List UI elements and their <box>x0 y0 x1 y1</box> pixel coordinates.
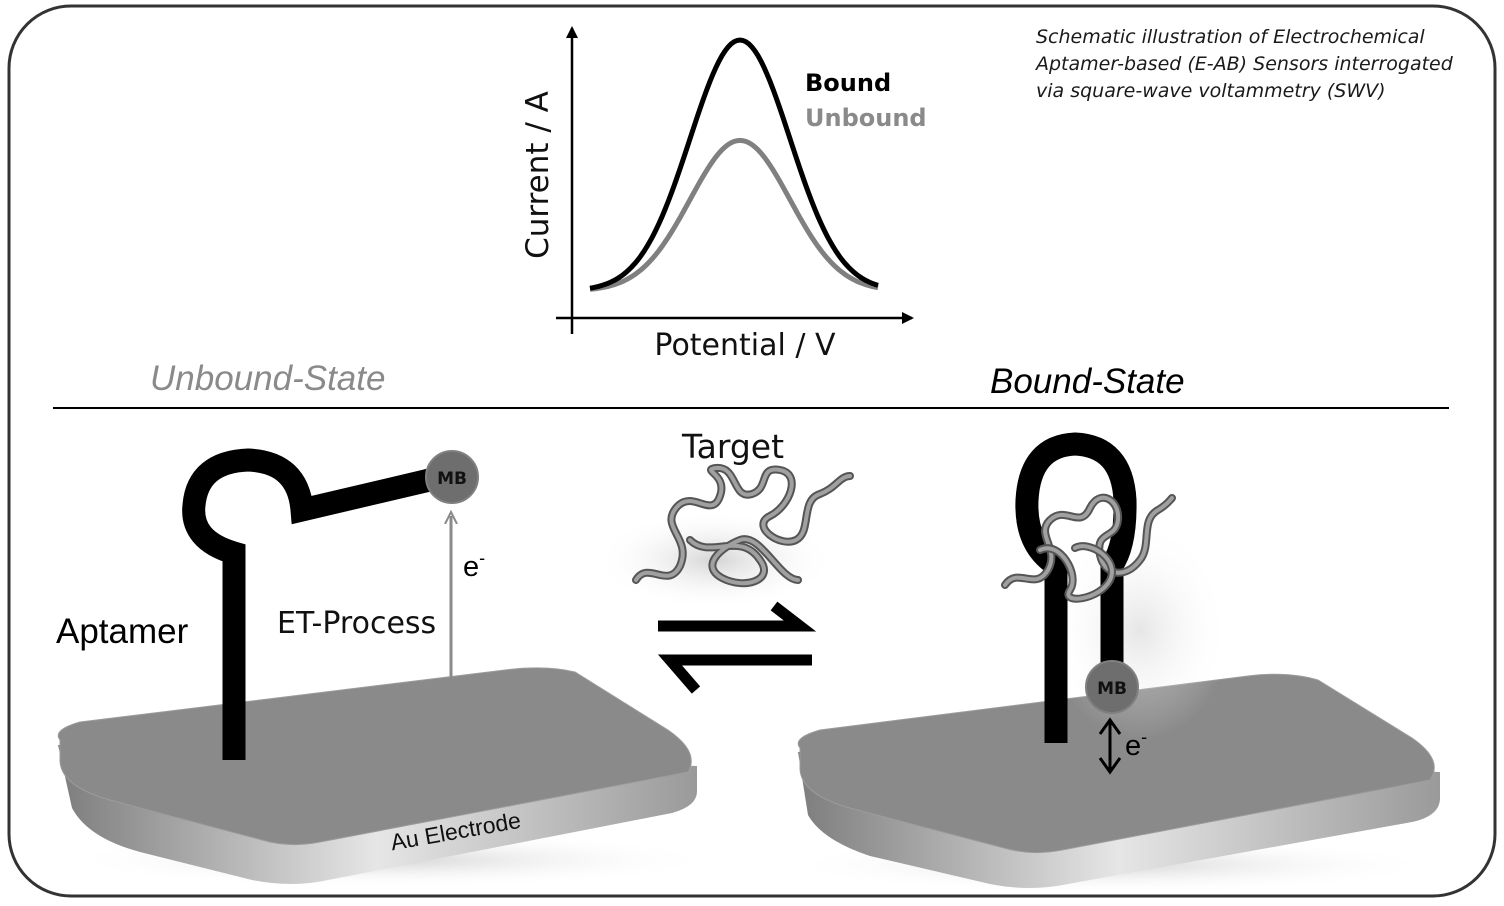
bound-aptamer <box>1015 432 1137 743</box>
curve-bound <box>589 37 879 291</box>
mb-tag-label-bound: MB <box>1097 679 1127 699</box>
target-molecule <box>595 464 854 610</box>
legend-unbound: Unbound <box>805 104 927 132</box>
double-arrow-electron-transfer <box>1098 717 1122 775</box>
legend-bound: Bound <box>805 69 891 97</box>
bound-state-title: Bound-State <box>990 362 1185 401</box>
figure-caption: Schematic illustration of Electrochemica… <box>1036 24 1476 105</box>
aptamer-label: Aptamer <box>56 612 189 651</box>
bound-mb-tag: MB <box>1085 660 1139 714</box>
mb-tag-label: MB <box>437 469 467 489</box>
caption-line-3: via square-wave voltammetry (SWV) <box>1036 80 1386 102</box>
unbound-mb-tag: MB <box>425 450 479 504</box>
electron-label-unbound: e- <box>463 548 485 583</box>
caption-line-1: Schematic illustration of Electrochemica… <box>1036 26 1425 48</box>
unbound-electrode: Au Electrode <box>57 667 720 888</box>
unbound-state-title: Unbound-State <box>150 359 385 398</box>
et-process-label: ET-Process <box>277 606 436 641</box>
voltammogram: Current / A Potential / V Bound Unbound <box>520 26 927 363</box>
target-label: Target <box>681 427 784 466</box>
bound-target-molecule <box>1001 493 1176 603</box>
y-axis-label: Current / A <box>520 91 556 259</box>
x-axis-label: Potential / V <box>654 328 836 363</box>
equilibrium-arrows <box>657 601 817 694</box>
unbound-aptamer <box>182 448 441 760</box>
electron-label-bound: e- <box>1125 727 1147 762</box>
caption-line-2: Aptamer-based (E-AB) Sensors interrogate… <box>1036 53 1453 75</box>
curve-unbound <box>589 137 879 292</box>
